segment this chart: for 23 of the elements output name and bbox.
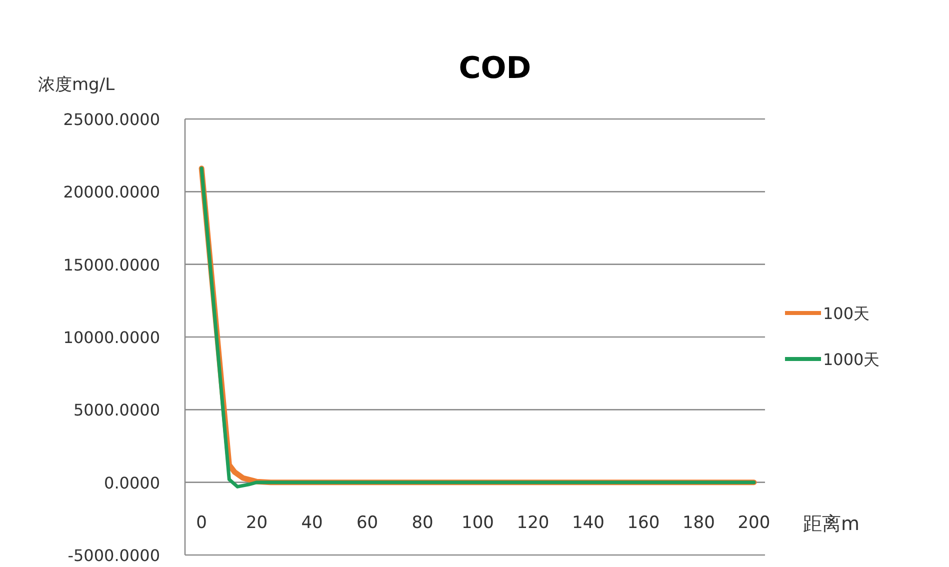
x-tick-label: 0: [196, 513, 207, 533]
y-axis-title: 浓度mg/L: [38, 75, 116, 95]
legend-label: 100天: [823, 304, 870, 323]
y-tick-label: 15000.0000: [63, 255, 160, 274]
y-tick-label: -5000.0000: [68, 546, 160, 565]
x-tick-label: 40: [301, 513, 323, 533]
y-tick-label: 25000.0000: [63, 110, 160, 129]
x-tick-label: 20: [246, 513, 268, 533]
x-axis-title: 距离m: [803, 513, 860, 535]
x-tick-label: 200: [738, 513, 770, 533]
x-tick-label: 140: [572, 513, 604, 533]
y-tick-label: 5000.0000: [73, 400, 160, 420]
x-tick-label: 180: [682, 513, 715, 533]
x-tick-label: 100: [462, 513, 494, 533]
y-tick-label: 10000.0000: [63, 328, 160, 347]
x-tick-label: 60: [356, 513, 378, 533]
y-tick-label: 0.0000: [104, 473, 160, 492]
chart-title: COD: [458, 51, 532, 86]
legend-label: 1000天: [823, 350, 880, 369]
x-tick-label: 80: [412, 513, 434, 533]
y-tick-label: 20000.0000: [63, 182, 160, 202]
x-tick-label: 120: [516, 513, 550, 533]
x-tick-label: 160: [627, 513, 660, 533]
